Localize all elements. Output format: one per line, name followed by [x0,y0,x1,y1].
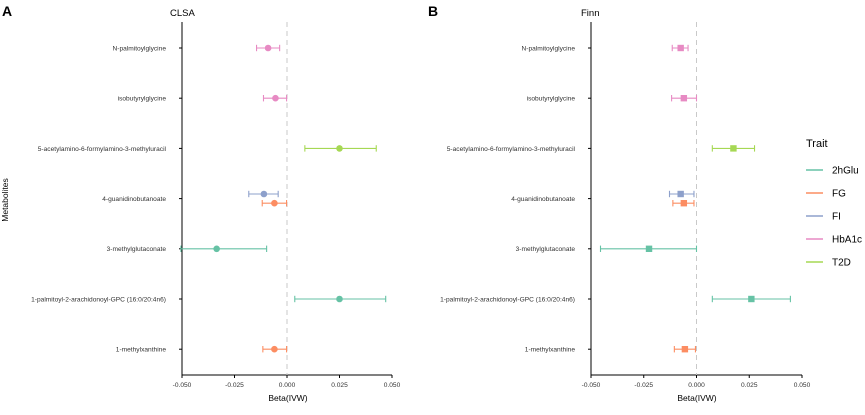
metabolite-label: 4-guanidinobutanoate [102,196,166,203]
panel-letter-b: B [428,3,438,19]
legend: Trait 2hGlu FG FI HbA1c T2D [806,138,862,269]
estimate-point [677,44,684,52]
x-tick-label: 0.000 [279,382,296,389]
panel-letter-a: A [2,3,12,19]
y-axis-title: Metabolites [0,178,10,221]
metabolite-label: N-palmitoylglycine [521,45,575,52]
panel-clsa: A CLSA -0.050 -0.025 0.000 0.025 0.050 N-palm… [2,3,401,403]
estimate-point [260,190,268,198]
estimate-point [213,245,220,253]
estimate-point [264,44,272,52]
metabolite-label: 5-acetylamino-6-formylamino-3-methylurac… [447,146,576,153]
metabolite-label: isobutyrylglycine [527,96,576,103]
legend-label: T2D [832,258,851,269]
metabolite-label: 1-methylxanthine [525,347,576,354]
x-tick-label: -0.050 [582,382,601,389]
metabolite-label: 3-methylglutaconate [107,246,167,253]
metabolite-label: 1-palmitoyl-2-arachidonoyl-GPC (16:0/20:… [31,296,166,303]
metabolite-label: N-palmitoylglycine [112,45,166,52]
legend-label: HbA1c [832,235,862,246]
metabolite-label: 4-guanidinobutanoate [511,196,575,203]
estimate-point [645,245,653,252]
panel-finn: B Finn -0.050 -0.025 0.000 0.025 0.050 N-palm… [428,3,811,403]
x-tick-label: -0.050 [173,382,192,389]
axes-clsa: -0.050 -0.025 0.000 0.025 0.050 N-palmitoylgl… [31,22,401,389]
legend-title: Trait [806,138,828,150]
estimate-point [336,295,343,303]
metabolite-label: 1-methylxanthine [116,347,167,354]
legend-label: 2hGlu [832,166,859,177]
estimate-point [681,346,689,353]
panel-title-clsa: CLSA [170,8,195,19]
marks-clsa [180,44,387,353]
x-axis-title-finn: Beta(IVW) [677,393,716,403]
estimate-point [748,295,755,303]
estimate-point [271,199,278,207]
x-tick-label: 0.050 [384,382,401,389]
x-tick-label: 0.050 [794,382,811,389]
estimate-point [336,145,343,152]
panel-title-finn: Finn [581,8,599,19]
estimate-point [271,345,278,353]
estimate-point [677,190,684,198]
x-tick-label: -0.025 [225,382,244,389]
x-axis-title-clsa: Beta(IVW) [268,393,307,403]
x-tick-label: 0.000 [688,382,705,389]
x-tick-label: 0.025 [331,382,348,389]
metabolite-label: 3-methylglutaconate [516,246,576,253]
metabolite-label: isobutyrylglycine [118,96,167,103]
axes-finn: -0.050 -0.025 0.000 0.025 0.050 N-palmitoylgl… [440,22,811,389]
x-tick-label: -0.025 [634,382,653,389]
legend-label: FG [832,189,846,200]
metabolite-label: 1-palmitoyl-2-arachidonoyl-GPC (16:0/20:… [440,296,575,303]
estimate-point [730,145,737,152]
estimate-point [680,200,688,207]
marks-finn [599,44,791,353]
metabolite-label: 5-acetylamino-6-formylamino-3-methylurac… [38,146,167,153]
estimate-point [272,94,279,102]
x-tick-label: 0.025 [741,382,758,389]
legend-label: FI [832,212,841,223]
legend-items: 2hGlu FG FI HbA1c T2D [806,166,862,269]
estimate-point [680,95,688,102]
